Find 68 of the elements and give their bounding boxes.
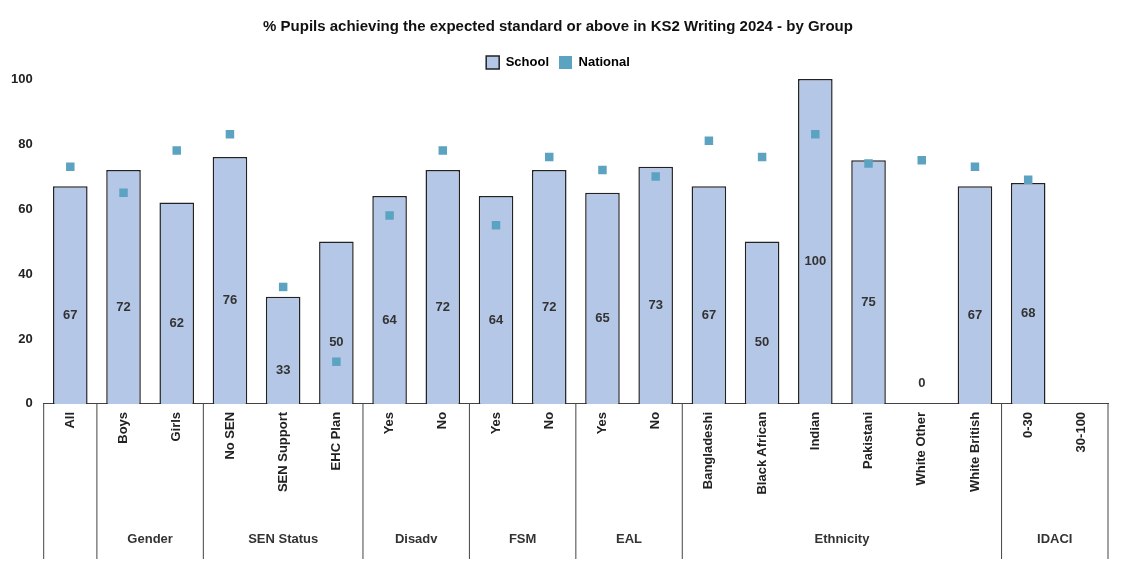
y-tick-label: 80	[18, 135, 33, 151]
x-tick-label: SEN Support	[274, 411, 290, 493]
x-tick-label: Black African	[753, 411, 769, 495]
text: IDACI	[1037, 530, 1073, 546]
y-tick-label: 100	[10, 70, 33, 86]
data-label: 73	[648, 296, 663, 312]
data-label: 62	[169, 314, 184, 330]
data-label: 67	[967, 306, 983, 322]
data-label: 100	[804, 253, 827, 269]
data-label: 75	[861, 293, 876, 309]
x-tick-label: Girls	[168, 411, 184, 442]
point	[438, 146, 448, 155]
text: Ethnicity	[814, 530, 871, 546]
y-tick-label: 40	[18, 265, 33, 281]
x-tick-label: Bangladeshi	[700, 411, 716, 490]
x-tick-label: 0-30	[1019, 411, 1035, 438]
point	[811, 129, 820, 139]
text: FSM	[508, 530, 537, 546]
x-tick-label: Yes	[381, 411, 397, 435]
x-tick-label: Yes	[594, 411, 610, 435]
data-label: 64	[488, 311, 505, 327]
point	[704, 136, 714, 145]
chart-title: % Pupils achieving the expected standard or above in KS2 Writing 2024 - by Group	[263, 17, 853, 35]
data-label: 76	[222, 292, 238, 308]
x-tick-label: Pakistani	[860, 411, 876, 469]
point	[172, 146, 181, 155]
data-label: 65	[595, 309, 610, 325]
x-tick-label: 30-100	[1072, 411, 1088, 453]
point	[332, 357, 341, 366]
data-label: 50	[754, 334, 770, 350]
x-tick-label: White Other	[913, 411, 929, 486]
point	[1023, 175, 1033, 184]
point	[598, 165, 607, 175]
text: EAL	[616, 530, 643, 546]
x-tick-label: Boys	[115, 411, 131, 444]
x-tick-label: All	[61, 411, 77, 429]
data-label: 68	[1020, 305, 1036, 321]
x-tick-label: No	[434, 411, 450, 430]
data-label: 67	[63, 306, 78, 322]
point	[651, 172, 660, 181]
data-label: 72	[542, 298, 557, 314]
x-tick-label: Yes	[487, 411, 503, 435]
point	[66, 162, 75, 171]
point	[119, 188, 128, 197]
x-tick-label: No	[540, 411, 556, 430]
y-tick-label: 0	[25, 395, 33, 411]
y-tick-label: 60	[18, 200, 33, 216]
point	[385, 211, 394, 220]
legend-label: School	[505, 54, 550, 70]
x-tick-label: No SEN	[221, 411, 237, 460]
point	[864, 159, 873, 168]
x-tick-label: No	[647, 411, 663, 430]
data-label: 67	[701, 306, 717, 322]
text: Gender	[127, 530, 173, 546]
text: Disadv	[394, 530, 439, 546]
data-label: 0	[918, 375, 926, 391]
x-tick-label: EHC Plan	[327, 411, 343, 471]
x-tick-label: White British	[966, 411, 982, 493]
y-tick-label: 20	[18, 330, 33, 346]
text: SEN Status	[248, 530, 319, 546]
x-tick-label: Indian	[806, 411, 822, 451]
point	[970, 162, 980, 171]
data-label: 50	[329, 334, 344, 350]
data-label: 72	[116, 298, 131, 314]
data-label: 72	[435, 298, 451, 314]
legend-label: National	[578, 54, 630, 70]
data-label: 33	[275, 361, 291, 377]
data-label: 64	[382, 311, 398, 327]
